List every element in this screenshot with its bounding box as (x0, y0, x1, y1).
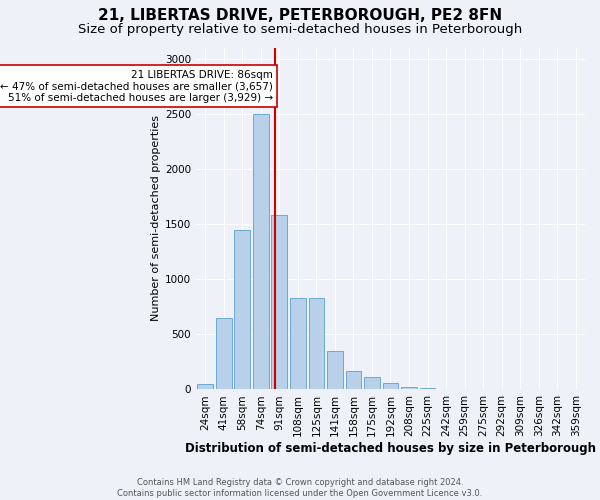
Bar (401, 388, 417, 390)
X-axis label: Distribution of semi-detached houses by size in Peterborough: Distribution of semi-detached houses by … (185, 442, 596, 455)
Bar (327, 351, 343, 390)
Text: Size of property relative to semi-detached houses in Peterborough: Size of property relative to semi-detach… (78, 22, 522, 36)
Bar (383, 383, 398, 390)
Bar (235, 230, 250, 390)
Bar (271, 215, 287, 390)
Y-axis label: Number of semi-detached properties: Number of semi-detached properties (151, 116, 161, 322)
Text: 21 LIBERTAS DRIVE: 86sqm
← 47% of semi-detached houses are smaller (3,657)
51% o: 21 LIBERTAS DRIVE: 86sqm ← 47% of semi-d… (0, 70, 273, 103)
Bar (364, 377, 380, 390)
Bar (308, 298, 324, 390)
Bar (346, 370, 361, 390)
Text: Contains HM Land Registry data © Crown copyright and database right 2024.
Contai: Contains HM Land Registry data © Crown c… (118, 478, 482, 498)
Text: 21, LIBERTAS DRIVE, PETERBOROUGH, PE2 8FN: 21, LIBERTAS DRIVE, PETERBOROUGH, PE2 8F… (98, 8, 502, 22)
Bar (197, 384, 213, 390)
Bar (290, 298, 306, 390)
Bar (419, 388, 436, 390)
Bar (216, 318, 232, 390)
Bar (253, 114, 269, 390)
